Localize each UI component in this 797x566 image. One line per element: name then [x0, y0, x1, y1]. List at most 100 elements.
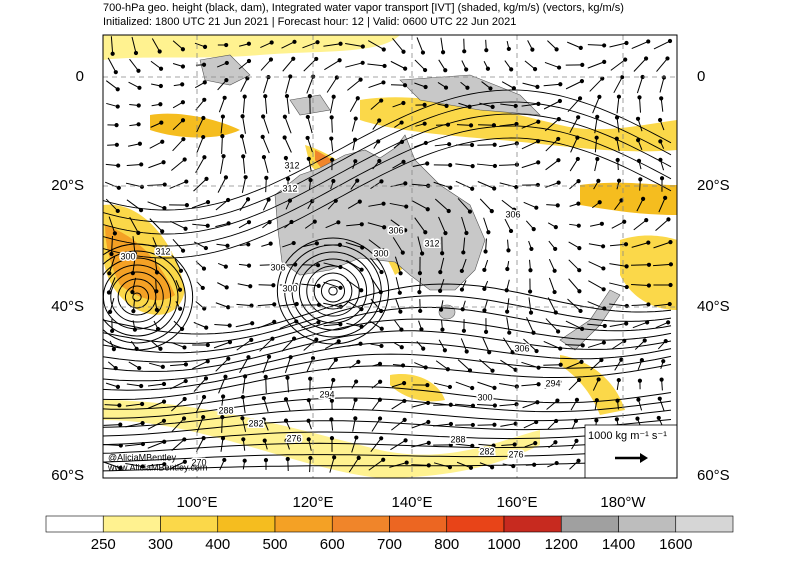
vector-head — [140, 384, 143, 387]
vector-head — [578, 97, 581, 100]
vector-head — [577, 378, 580, 381]
vector-head — [380, 344, 383, 347]
vector-head — [202, 116, 205, 119]
vector-head — [224, 375, 227, 378]
vector-head — [597, 378, 600, 381]
vector-head — [600, 222, 603, 225]
lat-label: 20°S — [51, 177, 84, 194]
vector-head — [595, 136, 598, 139]
vector — [332, 117, 333, 132]
vector-head — [223, 96, 226, 99]
vector-head — [403, 418, 406, 421]
vector-head — [110, 252, 113, 255]
vector-head — [379, 380, 382, 383]
vector-head — [558, 99, 561, 102]
vector-head — [221, 437, 224, 440]
vector-head — [161, 140, 164, 143]
vector-head — [181, 83, 184, 86]
vector-head — [616, 158, 619, 161]
vector-head — [119, 444, 122, 447]
vector-head — [330, 116, 333, 119]
vector-head — [292, 57, 295, 60]
vector-head — [184, 379, 187, 382]
vector-head — [222, 155, 225, 158]
vector-head — [354, 398, 357, 401]
vector-head — [512, 464, 515, 467]
vector-head — [460, 269, 463, 272]
vector-head — [400, 346, 403, 349]
vector-head — [221, 115, 224, 118]
vector-head — [557, 330, 560, 333]
vector-head — [404, 439, 407, 442]
vector-head — [418, 272, 421, 275]
vector-head — [448, 466, 451, 469]
vector-head — [132, 309, 135, 312]
vector-head — [317, 284, 320, 287]
vector-head — [423, 103, 426, 106]
vector-head — [419, 309, 422, 312]
vector-head — [578, 290, 581, 293]
vector-head — [109, 310, 112, 313]
vector-head — [647, 241, 650, 244]
vector-head — [225, 43, 228, 46]
vector-head — [556, 399, 559, 402]
vector-head — [380, 309, 383, 312]
vector-head — [446, 368, 449, 371]
vector-head — [116, 88, 119, 91]
vector — [266, 377, 267, 393]
vector-head — [361, 61, 364, 64]
vector-head — [380, 327, 383, 330]
colorbar-label: 1200 — [545, 536, 578, 553]
vector-head — [295, 302, 298, 305]
vector-head — [444, 86, 447, 89]
vector-head — [307, 399, 310, 402]
vector-head — [491, 105, 494, 108]
vector-head — [286, 457, 289, 460]
vector-head — [181, 119, 184, 122]
vector-head — [221, 416, 224, 419]
vector-head — [424, 231, 427, 234]
vector-head — [509, 229, 512, 232]
lon-label: 100°E — [176, 494, 217, 511]
vector-head — [242, 438, 245, 441]
vector-head — [404, 67, 407, 70]
vector-head — [580, 360, 583, 363]
vector-head — [184, 363, 187, 366]
vector-head — [577, 224, 580, 227]
vector-head — [666, 57, 669, 60]
vector-head — [402, 381, 405, 384]
vector-head — [647, 40, 650, 43]
vector-head — [360, 223, 363, 226]
vector-head — [493, 386, 496, 389]
vector-head — [577, 116, 580, 119]
vector-head — [421, 252, 424, 255]
vector-head — [471, 187, 474, 190]
colorbar-box — [619, 516, 676, 532]
vector-head — [579, 309, 582, 312]
vector-head — [267, 198, 270, 201]
vector-head — [228, 324, 231, 327]
vector-head — [449, 186, 452, 189]
vector-head — [378, 159, 381, 162]
vector-head — [355, 436, 358, 439]
vector-head — [399, 310, 402, 313]
vector-head — [615, 418, 618, 421]
vector-head — [107, 291, 110, 294]
vector-head — [401, 364, 404, 367]
vector-head — [353, 138, 356, 141]
vector-head — [225, 286, 228, 289]
vector-head — [468, 105, 471, 108]
lat-label: 0 — [76, 68, 84, 85]
colorbar-box — [161, 516, 218, 532]
vector-head — [360, 308, 363, 311]
vector-head — [602, 288, 605, 291]
vector-head — [617, 378, 620, 381]
vector-head — [380, 270, 383, 273]
vector-head — [262, 397, 265, 400]
vector-head — [575, 439, 578, 442]
colorbar-label: 600 — [320, 536, 345, 553]
vector-head — [645, 219, 648, 222]
vector-head — [378, 362, 381, 365]
